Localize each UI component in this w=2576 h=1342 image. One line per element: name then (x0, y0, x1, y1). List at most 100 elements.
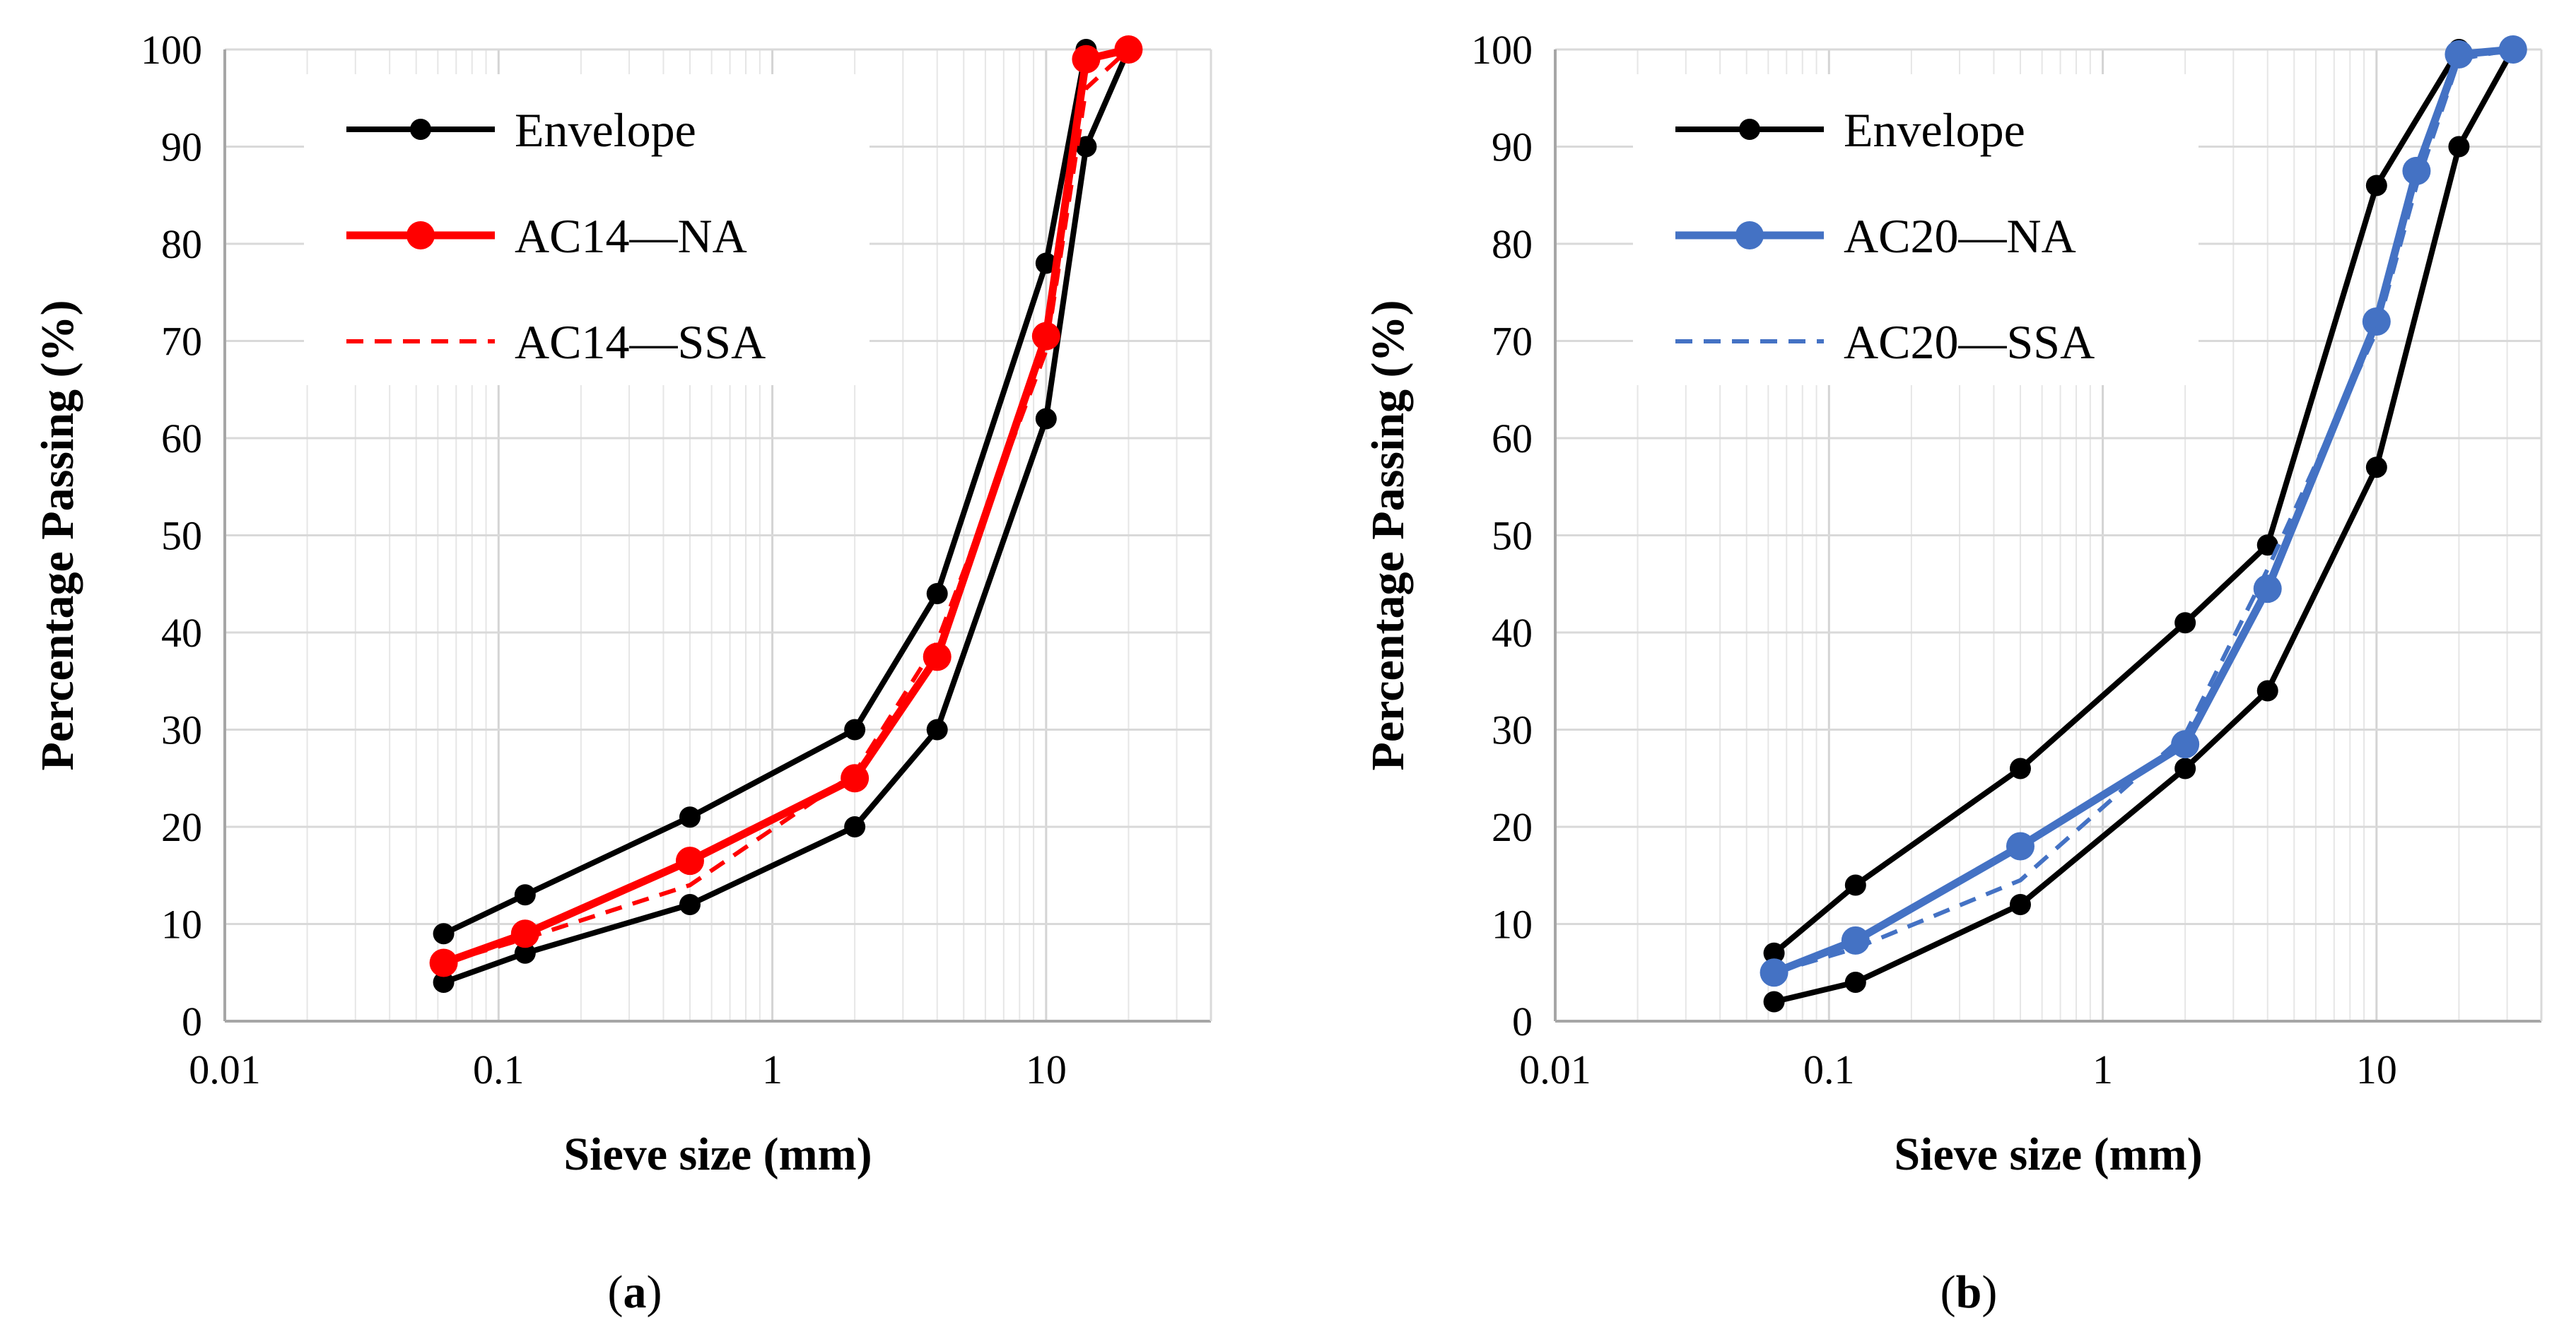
x-tick-label: 0.1 (473, 1047, 525, 1093)
y-tick-label: 30 (1492, 707, 1533, 753)
data-point (1072, 45, 1101, 73)
series-layer (1760, 35, 2527, 1013)
data-point (1075, 136, 1097, 158)
y-tick-label: 0 (182, 999, 202, 1044)
y-tick-label: 10 (1492, 902, 1533, 948)
legend-swatch-marker (410, 119, 431, 140)
y-tick-label: 100 (1471, 27, 1533, 73)
x-tick-label: 10 (2356, 1047, 2397, 1093)
data-point (2365, 175, 2387, 196)
y-tick-label: 100 (141, 27, 202, 73)
data-point (1763, 942, 1785, 964)
data-point (1841, 926, 1870, 955)
data-point (679, 894, 701, 915)
y-tick-label: 50 (1492, 513, 1533, 559)
chart-panel-a: 0 10 20 30 40 50 60 70 80 90 100 0.01 0.1 1 10 Envelo… (32, 27, 1212, 1318)
legend-label: AC20—SSA (1844, 315, 2095, 369)
x-tick-label: 0.01 (1519, 1047, 1591, 1093)
axes (223, 49, 1212, 1023)
data-point (2006, 832, 2035, 861)
data-point (514, 942, 536, 964)
legend-label: AC20—NA (1844, 209, 2076, 263)
data-point (2256, 534, 2278, 556)
data-point (2253, 575, 2282, 604)
data-point (2174, 758, 2196, 779)
data-point (675, 847, 704, 876)
x-tick-label: 0.01 (189, 1047, 261, 1093)
data-point (1035, 252, 1057, 274)
panel-caption: (b) (1940, 1266, 1998, 1318)
x-tick-label: 10 (1026, 1047, 1067, 1093)
x-tick-labels: 0.01 0.1 1 10 (189, 1047, 1067, 1093)
legend-swatch-marker (1739, 119, 1760, 140)
x-axis-title: Sieve size (mm) (1894, 1129, 2202, 1180)
series-layer (429, 35, 1143, 993)
data-point (844, 719, 866, 741)
y-tick-label: 20 (161, 804, 202, 850)
series-line (440, 45, 1132, 967)
data-point (2009, 758, 2031, 779)
axes (1554, 49, 2543, 1023)
series-line (443, 47, 1130, 965)
y-axis-title: Percentage Passing (%) (32, 300, 83, 771)
y-tick-label: 90 (1492, 124, 1533, 170)
data-point (1035, 408, 1057, 430)
x-tick-label: 1 (2092, 1047, 2113, 1093)
data-point (844, 816, 866, 837)
data-point (1031, 322, 1060, 351)
data-point (2362, 307, 2391, 336)
data-point (433, 923, 455, 945)
data-point (1114, 35, 1143, 64)
legend: Envelope AC14—NA AC14—SSA (304, 74, 870, 385)
series-line (1771, 47, 2516, 1005)
data-point (2498, 35, 2527, 64)
data-point (2256, 680, 2278, 702)
y-tick-labels: 0 10 20 30 40 50 60 70 80 90 100 (141, 27, 202, 1044)
series (443, 47, 1130, 965)
y-tick-label: 50 (161, 513, 202, 559)
panel-caption: (a) (608, 1266, 662, 1318)
data-point (1844, 972, 1866, 993)
legend-label: Envelope (515, 103, 696, 157)
data-point (926, 719, 948, 741)
y-tick-label: 60 (1492, 416, 1533, 461)
data-point (2448, 136, 2470, 158)
data-point (1844, 874, 1866, 896)
y-tick-label: 70 (1492, 319, 1533, 365)
data-point (510, 919, 539, 948)
series-line (1773, 47, 2514, 975)
legend-label: AC14—NA (515, 209, 747, 263)
y-tick-label: 40 (161, 610, 202, 656)
y-tick-label: 0 (1512, 999, 1533, 1044)
series (1773, 47, 2514, 975)
data-point (1760, 958, 1788, 987)
legend-swatch-marker (406, 221, 435, 249)
series (429, 35, 1143, 977)
legend-background (1633, 74, 2199, 385)
y-tick-label: 60 (161, 416, 202, 461)
data-point (514, 884, 536, 906)
data-point (2171, 730, 2200, 759)
legend-label: AC14—SSA (515, 315, 766, 369)
data-point (926, 583, 948, 604)
x-tick-label: 1 (762, 1047, 783, 1093)
data-point (2174, 612, 2196, 634)
series-line (440, 47, 1132, 985)
y-tick-label: 90 (161, 124, 202, 170)
data-point (679, 806, 701, 828)
y-tick-label: 10 (161, 902, 202, 948)
y-axis-title: Percentage Passing (%) (1362, 300, 1414, 771)
y-tick-labels: 0 10 20 30 40 50 60 70 80 90 100 (1471, 27, 1533, 1044)
data-point (433, 972, 455, 993)
legend-label: Envelope (1844, 103, 2025, 157)
legend-swatch-marker (1735, 221, 1764, 249)
legend-background (304, 74, 870, 385)
data-point (1763, 991, 1785, 1013)
panel-caption-letter: a (623, 1266, 647, 1318)
y-tick-label: 30 (161, 707, 202, 753)
x-tick-labels: 0.01 0.1 1 10 (1519, 1047, 2397, 1093)
y-tick-label: 70 (161, 319, 202, 365)
y-tick-label: 80 (1492, 221, 1533, 267)
data-point (841, 764, 870, 793)
y-tick-label: 20 (1492, 804, 1533, 850)
